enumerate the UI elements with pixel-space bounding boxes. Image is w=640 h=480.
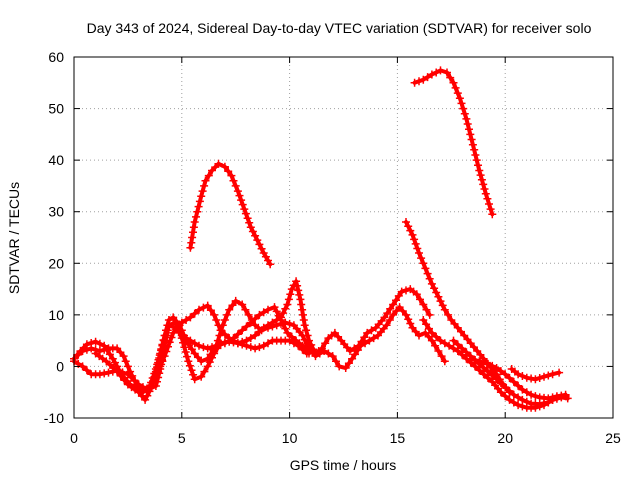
x-tick-label: 15 — [390, 430, 406, 446]
chart-title: Day 343 of 2024, Sidereal Day-to-day VTE… — [87, 20, 592, 36]
series-arc-11 — [507, 365, 564, 384]
axis-ticks — [73, 56, 614, 419]
x-tick-label: 5 — [178, 430, 186, 446]
y-tick-label: 60 — [48, 49, 64, 65]
series-arc-10 — [466, 354, 570, 403]
x-axis-tick-labels: 0 5 10 15 20 25 — [70, 430, 621, 446]
x-tick-label: 0 — [70, 430, 78, 446]
y-tick-label: 10 — [48, 307, 64, 323]
grid — [74, 57, 613, 418]
y-axis-title: SDTVAR / TECUs — [6, 182, 22, 294]
series-markers — [466, 354, 570, 403]
x-tick-label: 25 — [605, 430, 621, 446]
data-series — [70, 66, 572, 412]
series-arc-7 — [91, 296, 449, 404]
series-markers — [186, 159, 275, 269]
series-markers — [91, 296, 449, 404]
x-tick-label: 20 — [497, 430, 513, 446]
y-tick-label: 30 — [48, 204, 64, 220]
y-tick-label: 20 — [48, 255, 64, 271]
series-markers — [410, 66, 497, 219]
x-axis-title: GPS time / hours — [290, 457, 397, 473]
series-markers — [507, 365, 564, 384]
y-tick-label: -10 — [44, 410, 64, 426]
y-axis-tick-labels: -10 0 10 20 30 40 50 60 — [44, 49, 64, 426]
plot-frame — [73, 56, 614, 419]
y-tick-label: 0 — [56, 358, 64, 374]
series-arc-2 — [410, 66, 497, 219]
y-tick-label: 40 — [48, 152, 64, 168]
series-arc-1 — [186, 159, 275, 269]
y-tick-label: 50 — [48, 101, 64, 117]
x-tick-label: 10 — [282, 430, 298, 446]
